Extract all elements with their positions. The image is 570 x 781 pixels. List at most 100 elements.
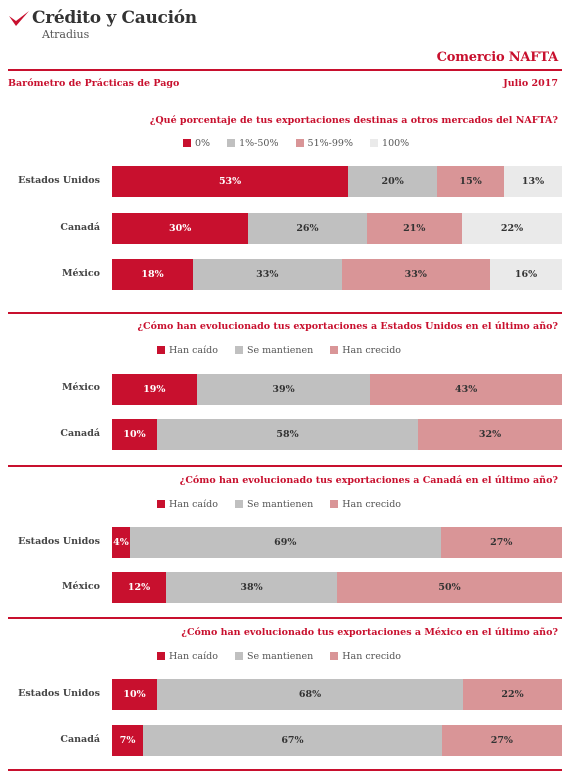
data-label: 33% <box>404 269 427 280</box>
row-label: Canadá <box>60 428 100 439</box>
legend-item: 100% <box>370 138 409 149</box>
stacked-bar: 19% 39% 43% <box>112 374 562 405</box>
data-label: 7% <box>119 735 136 746</box>
data-label: 39% <box>272 384 295 395</box>
row-label: Canadá <box>60 734 100 745</box>
data-label: 22% <box>500 223 524 234</box>
row-label: Estados Unidos <box>18 536 100 547</box>
bar-segment: 68% <box>157 679 463 710</box>
data-label: 19% <box>143 384 166 395</box>
legend-item: Han caído <box>157 499 218 510</box>
data-label: 10% <box>123 689 146 700</box>
chart-1-title: ¿Qué porcentaje de tus exportaciones des… <box>149 115 558 126</box>
row-label: Estados Unidos <box>18 688 100 699</box>
legend-swatch <box>234 345 243 354</box>
legend-item: Se mantienen <box>234 651 313 662</box>
row-label: Estados Unidos <box>18 175 100 186</box>
chart-3-legend: Han caído Se mantienen Han crecido <box>157 499 415 510</box>
data-label: 18% <box>141 269 164 280</box>
legend-label: Han crecido <box>342 499 401 510</box>
legend-item: Han caído <box>157 651 218 662</box>
data-label: 10% <box>123 429 146 440</box>
section-divider <box>8 617 562 619</box>
chart-4-legend: Han caído Se mantienen Han crecido <box>157 651 415 662</box>
data-label: 68% <box>298 689 322 700</box>
row-label: Canadá <box>60 222 100 233</box>
legend-item: Han caído <box>157 345 218 356</box>
brand-logo: Crédito y Caución Atradius <box>8 8 208 44</box>
bar-segment: 10% <box>112 679 157 710</box>
legend-item: Han crecido <box>330 651 401 662</box>
bar-segment: 32% <box>418 419 562 450</box>
data-label: 32% <box>478 429 502 440</box>
bar-segment: 58% <box>157 419 418 450</box>
legend-item: Se mantienen <box>234 345 313 356</box>
data-label: 20% <box>381 176 404 187</box>
stacked-bar: 12% 38% 50% <box>112 572 562 603</box>
row-label: México <box>62 382 100 393</box>
row-label: México <box>62 268 100 279</box>
bar-segment: 69% <box>130 527 441 558</box>
bar-segment: 26% <box>248 213 367 244</box>
bar-segment: 67% <box>143 725 442 756</box>
stacked-bar: 4% 69% 27% <box>112 527 562 558</box>
section-divider <box>8 465 562 467</box>
bar-segment: 33% <box>341 259 490 290</box>
bar-segment: 27% <box>440 527 562 558</box>
data-label: 38% <box>240 582 263 593</box>
data-label: 22% <box>501 689 524 700</box>
bar-segment: 16% <box>490 259 562 290</box>
bar-segment: 38% <box>166 572 337 603</box>
data-label: 50% <box>438 582 461 593</box>
bar-segment: 7% <box>112 725 144 756</box>
legend-label: 1%-50% <box>239 138 279 149</box>
bar-segment: 10% <box>112 419 157 450</box>
data-label: 58% <box>276 429 299 440</box>
report-title: Comercio NAFTA <box>436 50 559 65</box>
bar-segment: 27% <box>441 725 562 756</box>
stacked-bar: 10% 68% 22% <box>112 679 562 710</box>
legend-label: Han caído <box>169 499 218 510</box>
stacked-bar: 10% 58% 32% <box>112 419 562 450</box>
data-label: 27% <box>490 735 513 746</box>
report-date: Julio 2017 <box>503 78 558 89</box>
legend-swatch <box>234 651 243 660</box>
section-divider <box>8 769 562 771</box>
legend-label: Han caído <box>169 345 218 356</box>
legend-swatch <box>370 138 379 147</box>
chart-1-legend: 0% 1%-50% 51%-99% 100% <box>183 138 423 149</box>
legend-item: Han crecido <box>330 499 401 510</box>
bar-segment: 20% <box>348 166 438 197</box>
data-label: 4% <box>113 537 129 548</box>
header-divider <box>8 69 562 71</box>
legend-item: 0% <box>183 138 210 149</box>
chart-4-title: ¿Cómo han evolucionado tus exportaciones… <box>181 627 558 638</box>
legend-label: Han crecido <box>342 651 401 662</box>
bar-segment: 12% <box>112 572 166 603</box>
legend-swatch <box>295 138 304 147</box>
data-label: 26% <box>296 223 319 234</box>
chart-2-title: ¿Cómo han evolucionado tus exportaciones… <box>137 321 558 332</box>
bar-segment: 13% <box>504 166 562 197</box>
data-label: 33% <box>256 269 279 280</box>
bar-segment: 22% <box>463 679 562 710</box>
stacked-bar: 7% 67% 27% <box>112 725 562 756</box>
logo-check-icon <box>9 11 29 26</box>
legend-item: 1%-50% <box>227 138 279 149</box>
data-label: 69% <box>274 537 297 548</box>
legend-label: 100% <box>382 138 410 149</box>
bar-segment: 19% <box>112 374 197 405</box>
bar-segment: 43% <box>370 374 562 405</box>
bar-segment: 22% <box>461 213 562 244</box>
bar-segment: 50% <box>337 572 562 603</box>
legend-swatch <box>227 138 236 147</box>
data-label: 13% <box>521 176 545 187</box>
legend-label: Han caído <box>169 651 218 662</box>
bar-segment: 39% <box>196 374 371 405</box>
data-label: 12% <box>127 582 151 593</box>
legend-item: 51%-99% <box>295 138 353 149</box>
legend-swatch <box>183 138 191 147</box>
legend-swatch <box>157 651 165 660</box>
stacked-bar: 30% 26% 21% 22% <box>112 213 562 244</box>
bar-segment: 30% <box>112 213 249 244</box>
